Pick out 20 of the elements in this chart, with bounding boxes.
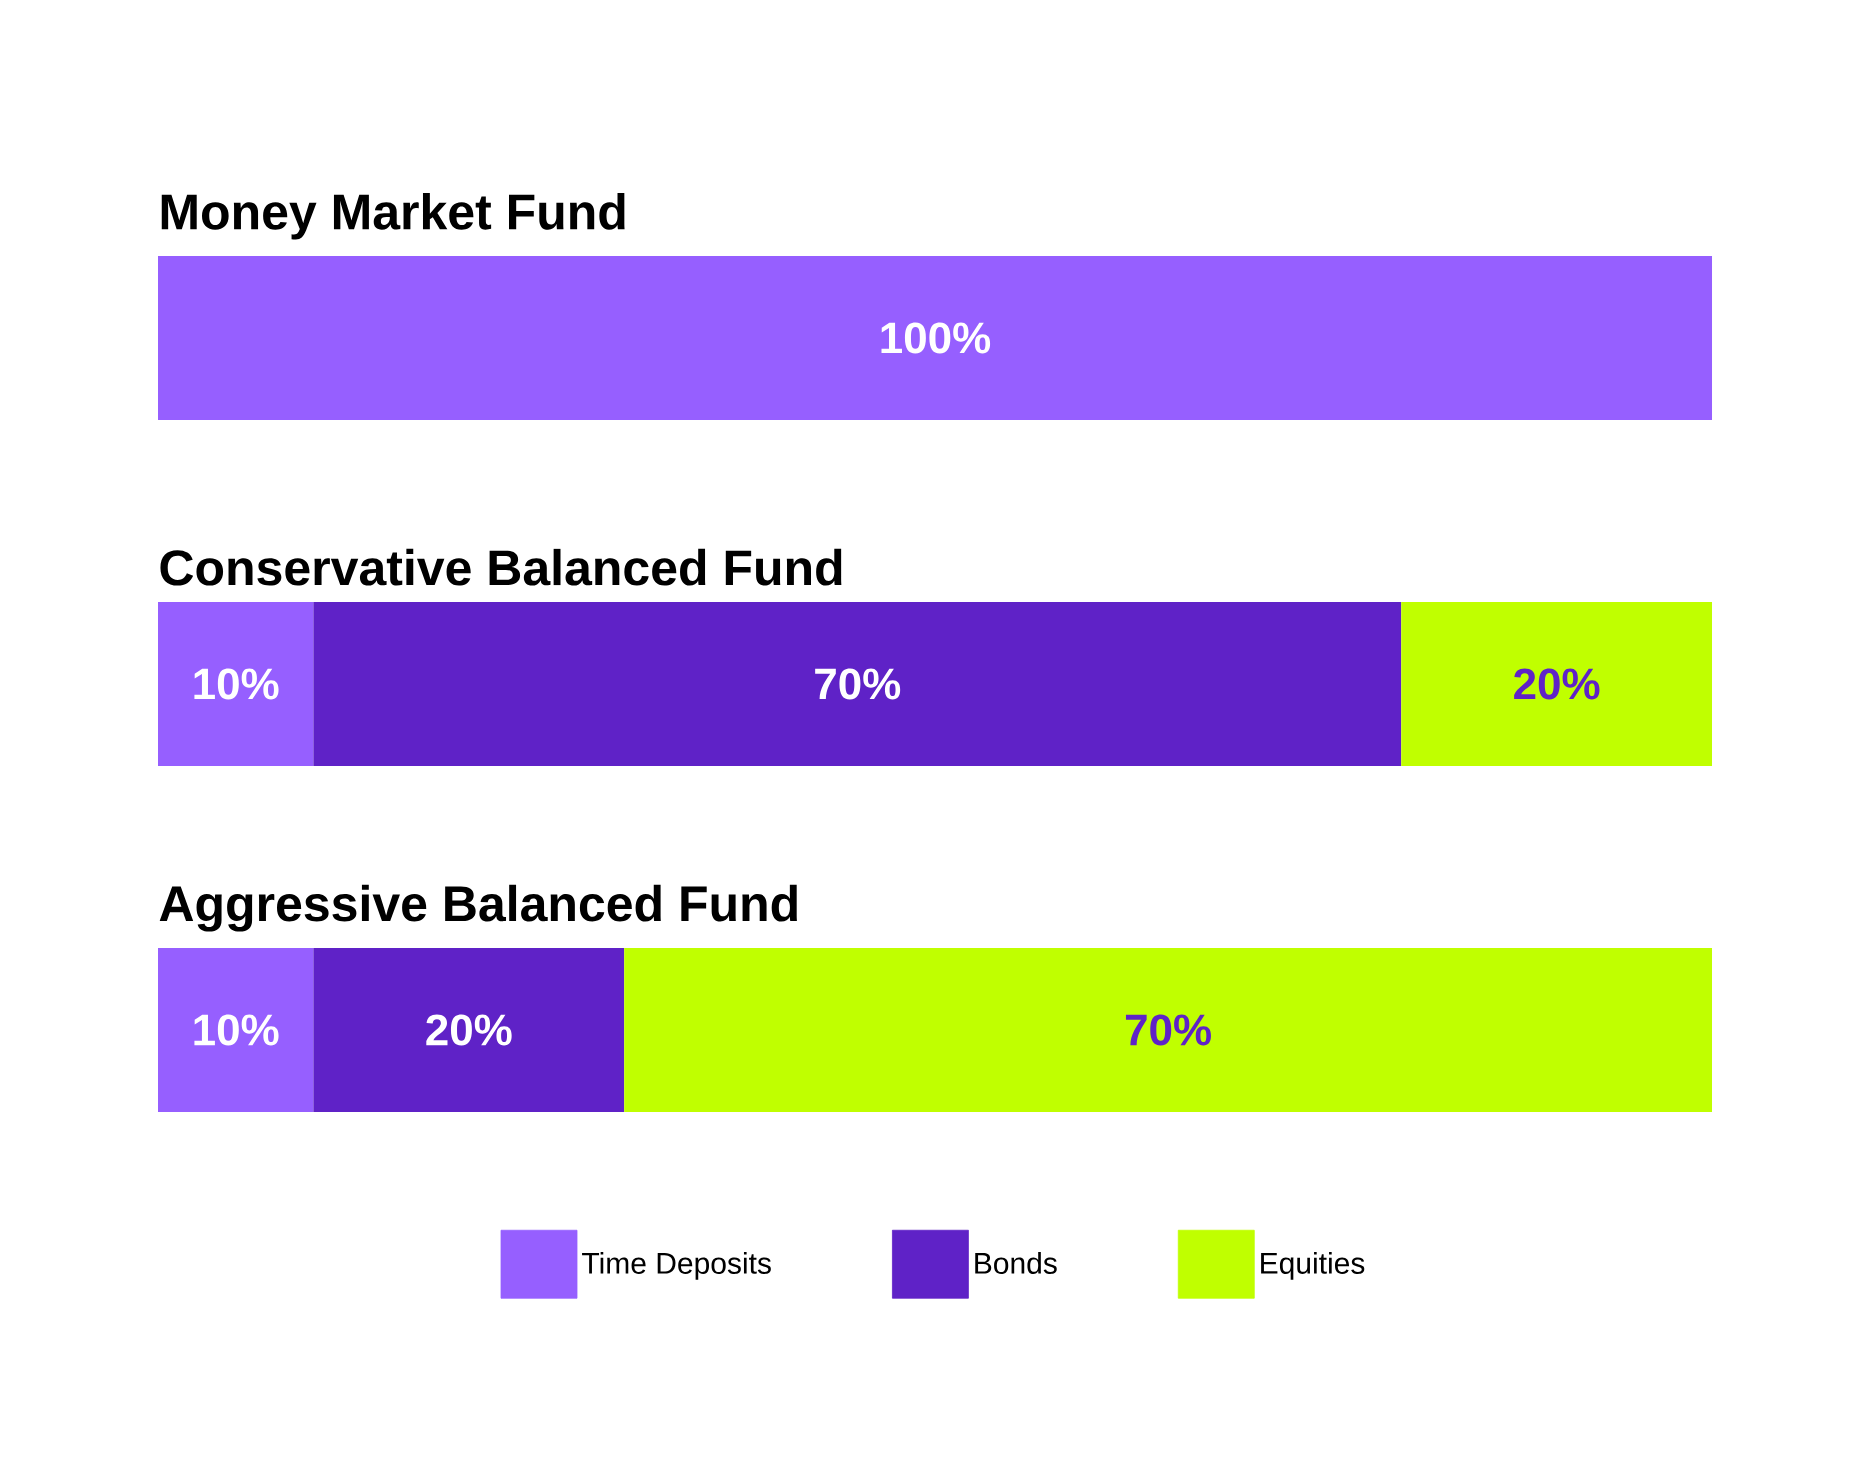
y-tick-label: Conservative Balanced Fund bbox=[160, 548, 842, 586]
bar bbox=[313, 947, 625, 1112]
y-tick-label: Money Market Fund bbox=[161, 192, 625, 240]
legend-label: Bonds bbox=[975, 1251, 1057, 1274]
data-label: 70% bbox=[1125, 1014, 1211, 1046]
bar bbox=[158, 255, 1713, 420]
legend-label: Time Deposits bbox=[582, 1251, 771, 1280]
data-label: 70% bbox=[815, 668, 901, 700]
bar bbox=[158, 601, 314, 766]
data-label: 10% bbox=[194, 668, 279, 700]
legend-label: Equities bbox=[1261, 1251, 1365, 1280]
data-label: 20% bbox=[1514, 668, 1600, 700]
data-label: 10% bbox=[194, 1014, 279, 1046]
bar bbox=[313, 601, 1402, 766]
bar bbox=[1401, 601, 1713, 766]
data-label: 100% bbox=[881, 322, 991, 354]
data-label: 20% bbox=[426, 1014, 512, 1046]
y-tick-label: Aggressive Balanced Fund bbox=[159, 884, 797, 932]
bar bbox=[158, 947, 314, 1112]
bar bbox=[624, 947, 1713, 1112]
